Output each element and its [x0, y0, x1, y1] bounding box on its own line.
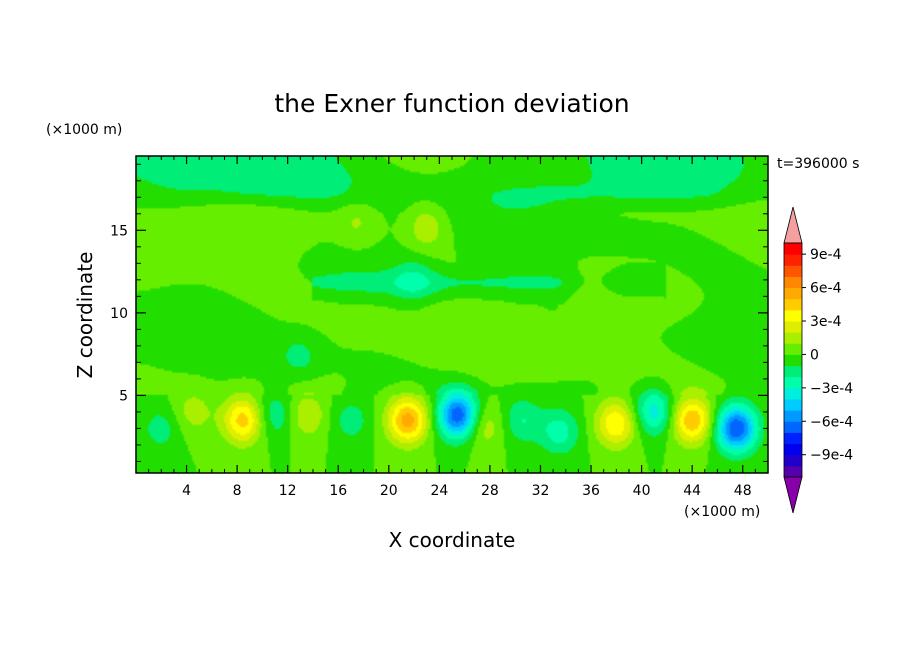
colorbar-label: −3e-4 — [810, 381, 853, 397]
contour-field — [136, 156, 768, 473]
y-unit-label: (×1000 m) — [46, 122, 122, 138]
colorbar-swatch — [784, 432, 802, 445]
colorbar-label: 0 — [810, 347, 819, 363]
y-tick-label: 15 — [110, 223, 128, 239]
colorbar-swatch — [784, 443, 802, 456]
colorbar-frame — [783, 242, 803, 478]
colorbar-swatch — [784, 421, 802, 433]
y-axis-label: Z coordinate — [73, 252, 97, 379]
x-tick-label: 44 — [683, 483, 701, 499]
colorbar-swatch — [784, 387, 802, 400]
time-label: t=396000 s — [777, 156, 859, 172]
colorbar-label: 6e-4 — [810, 281, 842, 297]
colorbar-swatch — [784, 243, 802, 255]
colorbar-swatch — [784, 376, 802, 389]
colorbar-swatch — [784, 354, 802, 367]
colorbar-swatch — [784, 287, 802, 300]
colorbar-swatch — [784, 332, 802, 344]
x-tick-label: 20 — [380, 483, 398, 499]
x-tick-label: 48 — [734, 483, 752, 499]
colorbar-swatch — [784, 343, 802, 355]
y-tick-label: 10 — [110, 306, 128, 322]
x-tick-label: 32 — [532, 483, 550, 499]
colorbar-bottom-arrow — [783, 476, 803, 514]
colorbar-label: −6e-4 — [810, 414, 853, 430]
colorbar-swatch — [784, 254, 802, 266]
x-tick-label: 4 — [182, 483, 191, 499]
x-tick-label: 16 — [329, 483, 347, 499]
x-tick-label: 36 — [582, 483, 600, 499]
y-tick-label: 5 — [119, 388, 128, 404]
x-axis-label: X coordinate — [389, 528, 516, 552]
colorbar-swatch — [784, 276, 802, 289]
colorbar-label: −9e-4 — [810, 448, 853, 464]
colorbar-swatch — [784, 465, 802, 478]
colorbar-swatch — [784, 365, 802, 378]
colorbar-label: 9e-4 — [810, 247, 842, 263]
colorbar-swatch — [784, 309, 802, 322]
colorbar-swatch — [784, 298, 802, 311]
y-axis: 5 10 15 — [110, 163, 768, 462]
colorbar-top-arrow — [783, 206, 803, 244]
colorbar-label: 3e-4 — [810, 314, 842, 330]
x-tick-label: 8 — [233, 483, 242, 499]
colorbar: 9e-4 6e-4 3e-4 0 −3e-4 −6e-4 −9e-4 — [783, 206, 853, 514]
x-tick-label: 12 — [279, 483, 297, 499]
colorbar-swatch — [784, 410, 802, 422]
colorbar-swatch — [784, 399, 802, 411]
x-tick-label: 28 — [481, 483, 499, 499]
x-tick-label: 24 — [430, 483, 448, 499]
chart-title: the Exner function deviation — [274, 89, 629, 118]
x-tick-label: 40 — [633, 483, 651, 499]
x-unit-label: (×1000 m) — [684, 504, 760, 520]
colorbar-swatch — [784, 265, 802, 277]
colorbar-swatch — [784, 321, 802, 333]
colorbar-swatch — [784, 454, 802, 467]
x-axis: 4 8 12 16 20 24 28 32 36 40 44 48 — [148, 156, 756, 499]
